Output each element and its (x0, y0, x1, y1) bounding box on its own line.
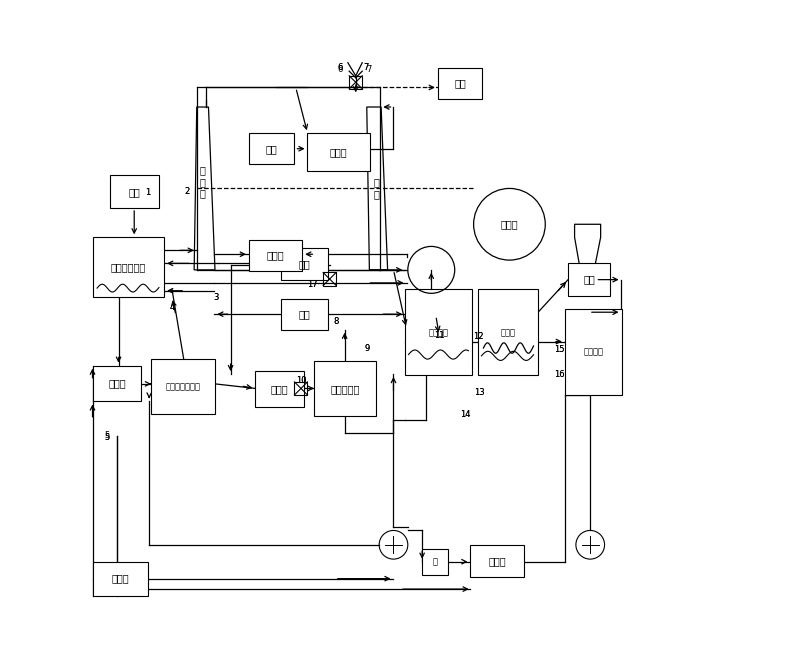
FancyBboxPatch shape (282, 248, 328, 280)
Text: 7: 7 (363, 64, 369, 72)
Bar (323, 273, 336, 286)
Text: 热水: 热水 (299, 309, 310, 319)
Text: 2: 2 (184, 187, 190, 196)
Text: 12: 12 (473, 332, 483, 341)
Text: 16: 16 (554, 370, 565, 378)
FancyBboxPatch shape (255, 371, 304, 407)
Text: 14: 14 (460, 410, 470, 419)
Text: 6: 6 (338, 65, 342, 74)
Text: 6: 6 (338, 64, 342, 72)
FancyBboxPatch shape (314, 361, 376, 417)
FancyBboxPatch shape (422, 549, 448, 575)
Text: 冷用户: 冷用户 (108, 378, 126, 388)
Text: 1: 1 (145, 189, 150, 198)
Text: 水: 水 (433, 557, 438, 566)
FancyBboxPatch shape (151, 359, 215, 415)
Text: 3: 3 (214, 293, 219, 302)
Text: 13: 13 (474, 388, 485, 397)
FancyBboxPatch shape (282, 298, 328, 330)
Text: 15: 15 (554, 345, 565, 354)
Text: 15: 15 (554, 345, 565, 354)
Text: 汽水换热器: 汽水换热器 (330, 384, 360, 394)
Text: 5: 5 (104, 434, 110, 442)
Text: 冷凝器: 冷凝器 (501, 328, 516, 337)
Text: 水处理器: 水处理器 (583, 348, 603, 357)
FancyBboxPatch shape (565, 309, 622, 395)
Text: 燃烧室: 燃烧室 (330, 147, 347, 157)
Text: 蒸汽: 蒸汽 (454, 79, 466, 89)
Text: 10: 10 (296, 376, 306, 385)
Text: 1: 1 (145, 189, 150, 198)
Text: 11: 11 (434, 330, 444, 340)
Text: 17: 17 (306, 281, 318, 289)
Bar (349, 76, 362, 89)
FancyBboxPatch shape (438, 68, 482, 99)
Text: 7: 7 (363, 64, 369, 72)
Text: 热用户: 热用户 (271, 384, 289, 394)
FancyBboxPatch shape (307, 133, 370, 171)
Text: 9: 9 (365, 344, 370, 353)
Text: 2: 2 (184, 187, 190, 196)
FancyBboxPatch shape (93, 366, 142, 401)
Text: 14: 14 (460, 410, 470, 419)
Bar (294, 382, 307, 395)
FancyBboxPatch shape (470, 545, 524, 578)
Text: 12: 12 (473, 332, 483, 341)
Text: 燃料: 燃料 (266, 144, 278, 154)
Text: 7: 7 (366, 65, 371, 74)
Text: 储水器: 储水器 (488, 556, 506, 566)
Text: 5: 5 (104, 434, 110, 442)
Text: 10: 10 (296, 376, 306, 385)
Text: 9: 9 (365, 344, 370, 353)
Text: 电空调: 电空调 (111, 574, 129, 583)
FancyBboxPatch shape (110, 175, 159, 208)
Text: 17: 17 (306, 281, 318, 289)
Text: 13: 13 (474, 388, 485, 397)
Text: 8: 8 (334, 317, 339, 327)
Text: 板翅式换热器: 板翅式换热器 (110, 262, 146, 272)
Text: 发电机: 发电机 (501, 219, 518, 229)
Text: 空气: 空气 (129, 187, 141, 196)
Text: 16: 16 (554, 370, 565, 378)
Text: 压
气
机: 压 气 机 (200, 166, 206, 198)
Text: 3: 3 (214, 293, 219, 302)
Text: 透
平: 透 平 (374, 177, 379, 199)
Text: 回热器: 回热器 (266, 250, 284, 261)
Text: 5: 5 (104, 432, 110, 440)
Text: 6: 6 (338, 64, 342, 72)
Text: 溴化锂制冷机组: 溴化锂制冷机组 (166, 382, 201, 392)
Text: 冷水: 冷水 (299, 259, 310, 269)
FancyBboxPatch shape (249, 240, 302, 271)
Text: 8: 8 (334, 317, 339, 327)
Text: 4: 4 (170, 303, 174, 312)
FancyBboxPatch shape (249, 133, 294, 164)
Text: 余热锅炉: 余热锅炉 (429, 328, 449, 337)
FancyBboxPatch shape (93, 237, 164, 297)
Text: 烟囱: 烟囱 (583, 275, 595, 284)
Text: 4: 4 (170, 303, 174, 312)
FancyBboxPatch shape (568, 263, 610, 296)
FancyBboxPatch shape (406, 290, 472, 375)
FancyBboxPatch shape (478, 290, 538, 375)
Text: 11: 11 (434, 330, 444, 340)
FancyBboxPatch shape (93, 562, 148, 596)
